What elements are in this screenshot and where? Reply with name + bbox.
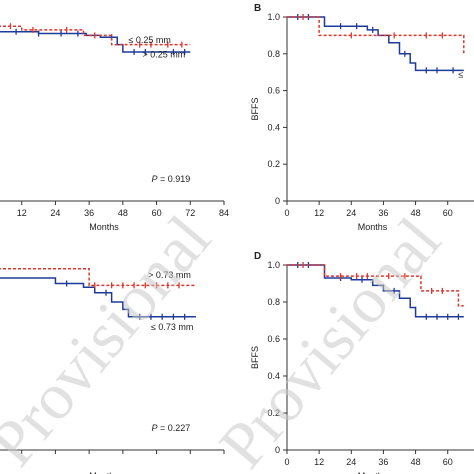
x-tick-label: 0 [284,208,289,218]
p-value: P = 0.919 [151,174,190,184]
x-tick-label: 60 [443,208,453,218]
panel-b: 0 12 24 36 48 60 0 0.2 0.4 0.6 0.8 1.0 Months BFFS B ≤ [250,3,474,232]
y-tick-label: 0.2 [267,159,280,169]
series-line-blue [287,16,464,72]
x-tick-label: 36 [378,208,388,218]
x-tick-label: 48 [118,208,128,218]
x-tick-label: 12 [17,208,27,218]
x-axis-label: Months [89,471,119,474]
legend-label: ≤ 0.25 mm [128,35,170,45]
y-tick-label: 0.4 [267,122,280,132]
p-value: P = 0.227 [151,423,190,433]
x-tick-label: 36 [84,208,94,218]
series-line-blue [0,277,196,318]
y-axis-label: BFFS [250,346,260,369]
x-tick-label: 12 [314,457,324,467]
series-line-red [287,264,464,307]
x-tick-label: 24 [346,457,356,467]
panel-a: 12 24 36 48 60 72 84 Months ≤ 0.25 mm > 0.25 mm P … [0,23,229,232]
y-tick-label: 0.8 [267,49,280,59]
y-tick-label: 0.4 [267,371,280,381]
series-line-red [0,267,196,287]
y-tick-label: 0.6 [267,334,280,344]
x-tick-label: 60 [152,208,162,218]
x-tick-label: 48 [411,457,421,467]
legend-label: ≤ 0.73 mm [151,322,193,332]
p-value-prefix: P [151,174,157,184]
panel-d: 0 12 24 36 48 60 0 0.2 0.4 0.6 0.8 1.0 Months BFFS D [250,251,474,474]
x-tick-label: 72 [185,208,195,218]
series-line-red [0,25,191,46]
y-tick-label: 0.2 [267,408,280,418]
p-value-number: = 0.919 [158,174,191,184]
x-tick-label: 0 [284,457,289,467]
y-tick-label: 0.8 [267,297,280,307]
y-tick-label: 1.0 [267,260,280,270]
y-tick-label: 0 [275,445,280,455]
x-tick-label: 12 [314,208,324,218]
x-tick-label: 48 [411,208,421,218]
x-axis-label: Months [358,471,388,474]
p-value-prefix: P [151,423,157,433]
panel-c: Months > 0.73 mm ≤ 0.73 mm P = 0.227 [0,267,225,474]
panel-label: D [254,251,261,262]
y-tick-label: 1.0 [267,12,280,22]
x-tick-label: 24 [50,208,60,218]
legend-label: > 0.25 mm [143,49,186,59]
x-axis-label: Months [358,222,388,232]
y-axis-label: BFFS [250,97,260,120]
series-line-red [287,16,465,54]
legend-label: ≤ [458,70,463,80]
legend-label: > 0.73 mm [148,270,191,280]
x-tick-label: 24 [346,208,356,218]
p-value-number: = 0.227 [158,423,191,433]
x-tick-label: 84 [219,208,229,218]
x-tick-label: 36 [378,457,388,467]
watermark-left: Provisional [0,202,225,474]
x-axis-label: Months [89,222,119,232]
y-tick-label: 0.6 [267,86,280,96]
x-tick-label: 60 [443,457,453,467]
panel-label: B [254,3,261,14]
watermark-right: Provisional [206,204,455,474]
y-tick-label: 0 [275,196,280,206]
